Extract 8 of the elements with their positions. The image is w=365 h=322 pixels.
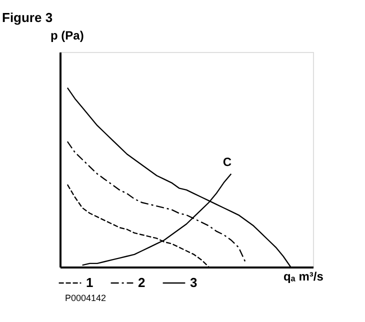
series-label: C: [222, 154, 232, 169]
y-axis-title: p (Pa): [50, 28, 84, 42]
legend-label: 3: [190, 275, 198, 290]
chart-title: Figure 3: [2, 10, 53, 25]
text: P0004142: [65, 293, 106, 303]
x-axis-title: qₐ m³/s: [284, 270, 324, 284]
legend-label: 1: [86, 275, 94, 290]
legend-label: 2: [138, 275, 146, 290]
